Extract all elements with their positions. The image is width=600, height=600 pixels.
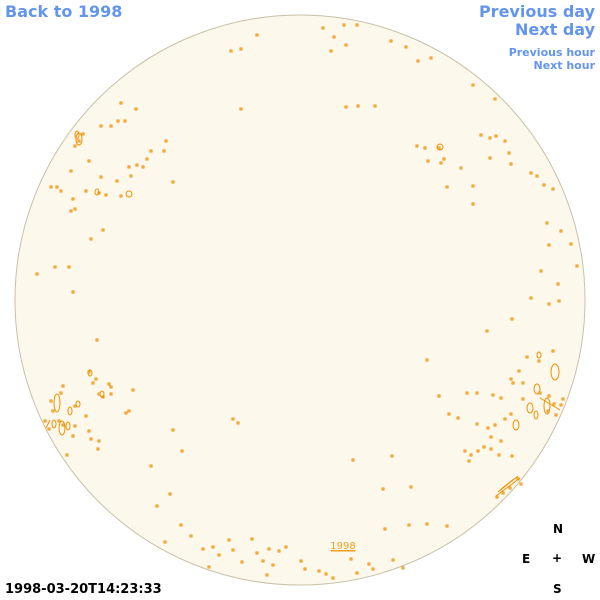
compass-south-label: S	[553, 582, 562, 596]
magnetic-contours	[35, 23, 579, 580]
back-to-year-link[interactable]: Back to 1998	[5, 2, 123, 21]
previous-day-link[interactable]: Previous day	[478, 2, 595, 21]
previous-hour-link[interactable]: Previous hour	[508, 46, 595, 59]
compass-north-label: N	[553, 522, 564, 536]
compass-center-mark: +	[552, 551, 563, 565]
compass-west-label: W	[582, 552, 596, 566]
next-hour-link[interactable]: Next hour	[533, 59, 596, 72]
observation-timestamp: 1998-03-20T14:23:33	[5, 582, 162, 597]
solar-disk	[14, 14, 586, 586]
next-day-link[interactable]: Next day	[515, 20, 595, 39]
center-year-label[interactable]: 1998	[330, 541, 355, 552]
compass-east-label: E	[522, 552, 531, 566]
